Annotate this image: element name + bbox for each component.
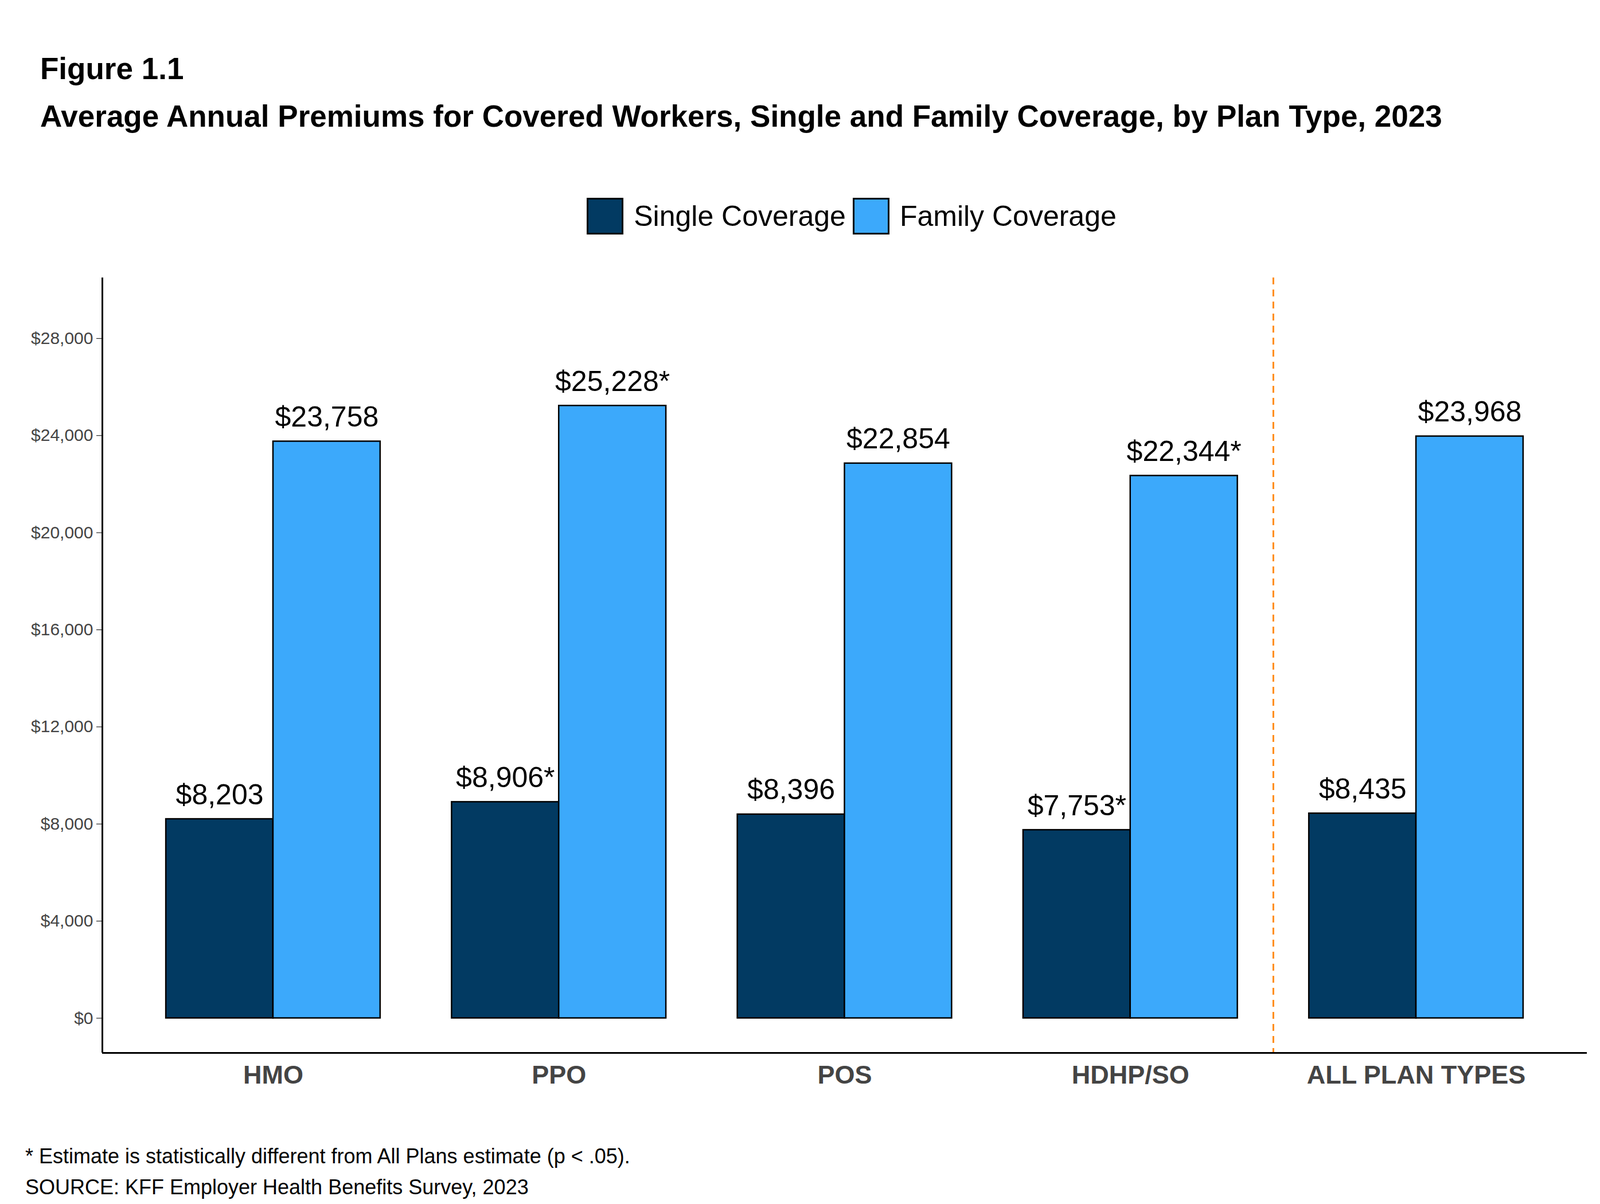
html-text:Family Coverage: Family Coverage xyxy=(899,200,1117,233)
svg-text:$8,396: $8,396 xyxy=(747,773,835,806)
html-text:Figure 1.1: Figure 1.1 xyxy=(40,51,184,86)
svg-text:HMO: HMO xyxy=(243,1060,304,1090)
svg-text:$22,344*: $22,344* xyxy=(1126,435,1242,468)
svg-text:$25,228*: $25,228* xyxy=(555,365,670,398)
svg-text:HDHP/SO: HDHP/SO xyxy=(1071,1060,1190,1090)
svg-text:$23,758: $23,758 xyxy=(275,400,380,433)
svg-text:POS: POS xyxy=(817,1060,872,1090)
html-text:SOURCE: KFF Employer Health Be: SOURCE: KFF Employer Health Benefits Sur… xyxy=(25,1175,529,1200)
html-text:* Estimate is statistically di: * Estimate is statistically different fr… xyxy=(25,1144,631,1169)
svg-text:$4,000: $4,000 xyxy=(40,911,94,931)
svg-text:$8,203: $8,203 xyxy=(176,778,264,811)
svg-text:$22,854: $22,854 xyxy=(846,422,951,455)
svg-text:$7,753*: $7,753* xyxy=(1027,789,1127,822)
svg-text:$16,000: $16,000 xyxy=(30,619,93,639)
svg-text:ALL PLAN TYPES: ALL PLAN TYPES xyxy=(1306,1060,1527,1090)
svg-text:PPO: PPO xyxy=(531,1060,587,1090)
svg-text:$12,000: $12,000 xyxy=(30,716,93,736)
html-text:Average Annual Premiums for Co: Average Annual Premiums for Covered Work… xyxy=(40,99,1443,134)
svg-text:$8,435: $8,435 xyxy=(1318,773,1407,806)
svg-text:$24,000: $24,000 xyxy=(30,425,93,445)
svg-text:$8,000: $8,000 xyxy=(40,814,94,834)
svg-text:$20,000: $20,000 xyxy=(30,523,93,542)
svg-text:$8,906*: $8,906* xyxy=(455,761,555,794)
html-text:Single Coverage: Single Coverage xyxy=(633,200,846,233)
svg-text:$28,000: $28,000 xyxy=(30,328,93,348)
svg-text:$0: $0 xyxy=(73,1008,93,1028)
svg-text:$23,968: $23,968 xyxy=(1418,395,1523,428)
